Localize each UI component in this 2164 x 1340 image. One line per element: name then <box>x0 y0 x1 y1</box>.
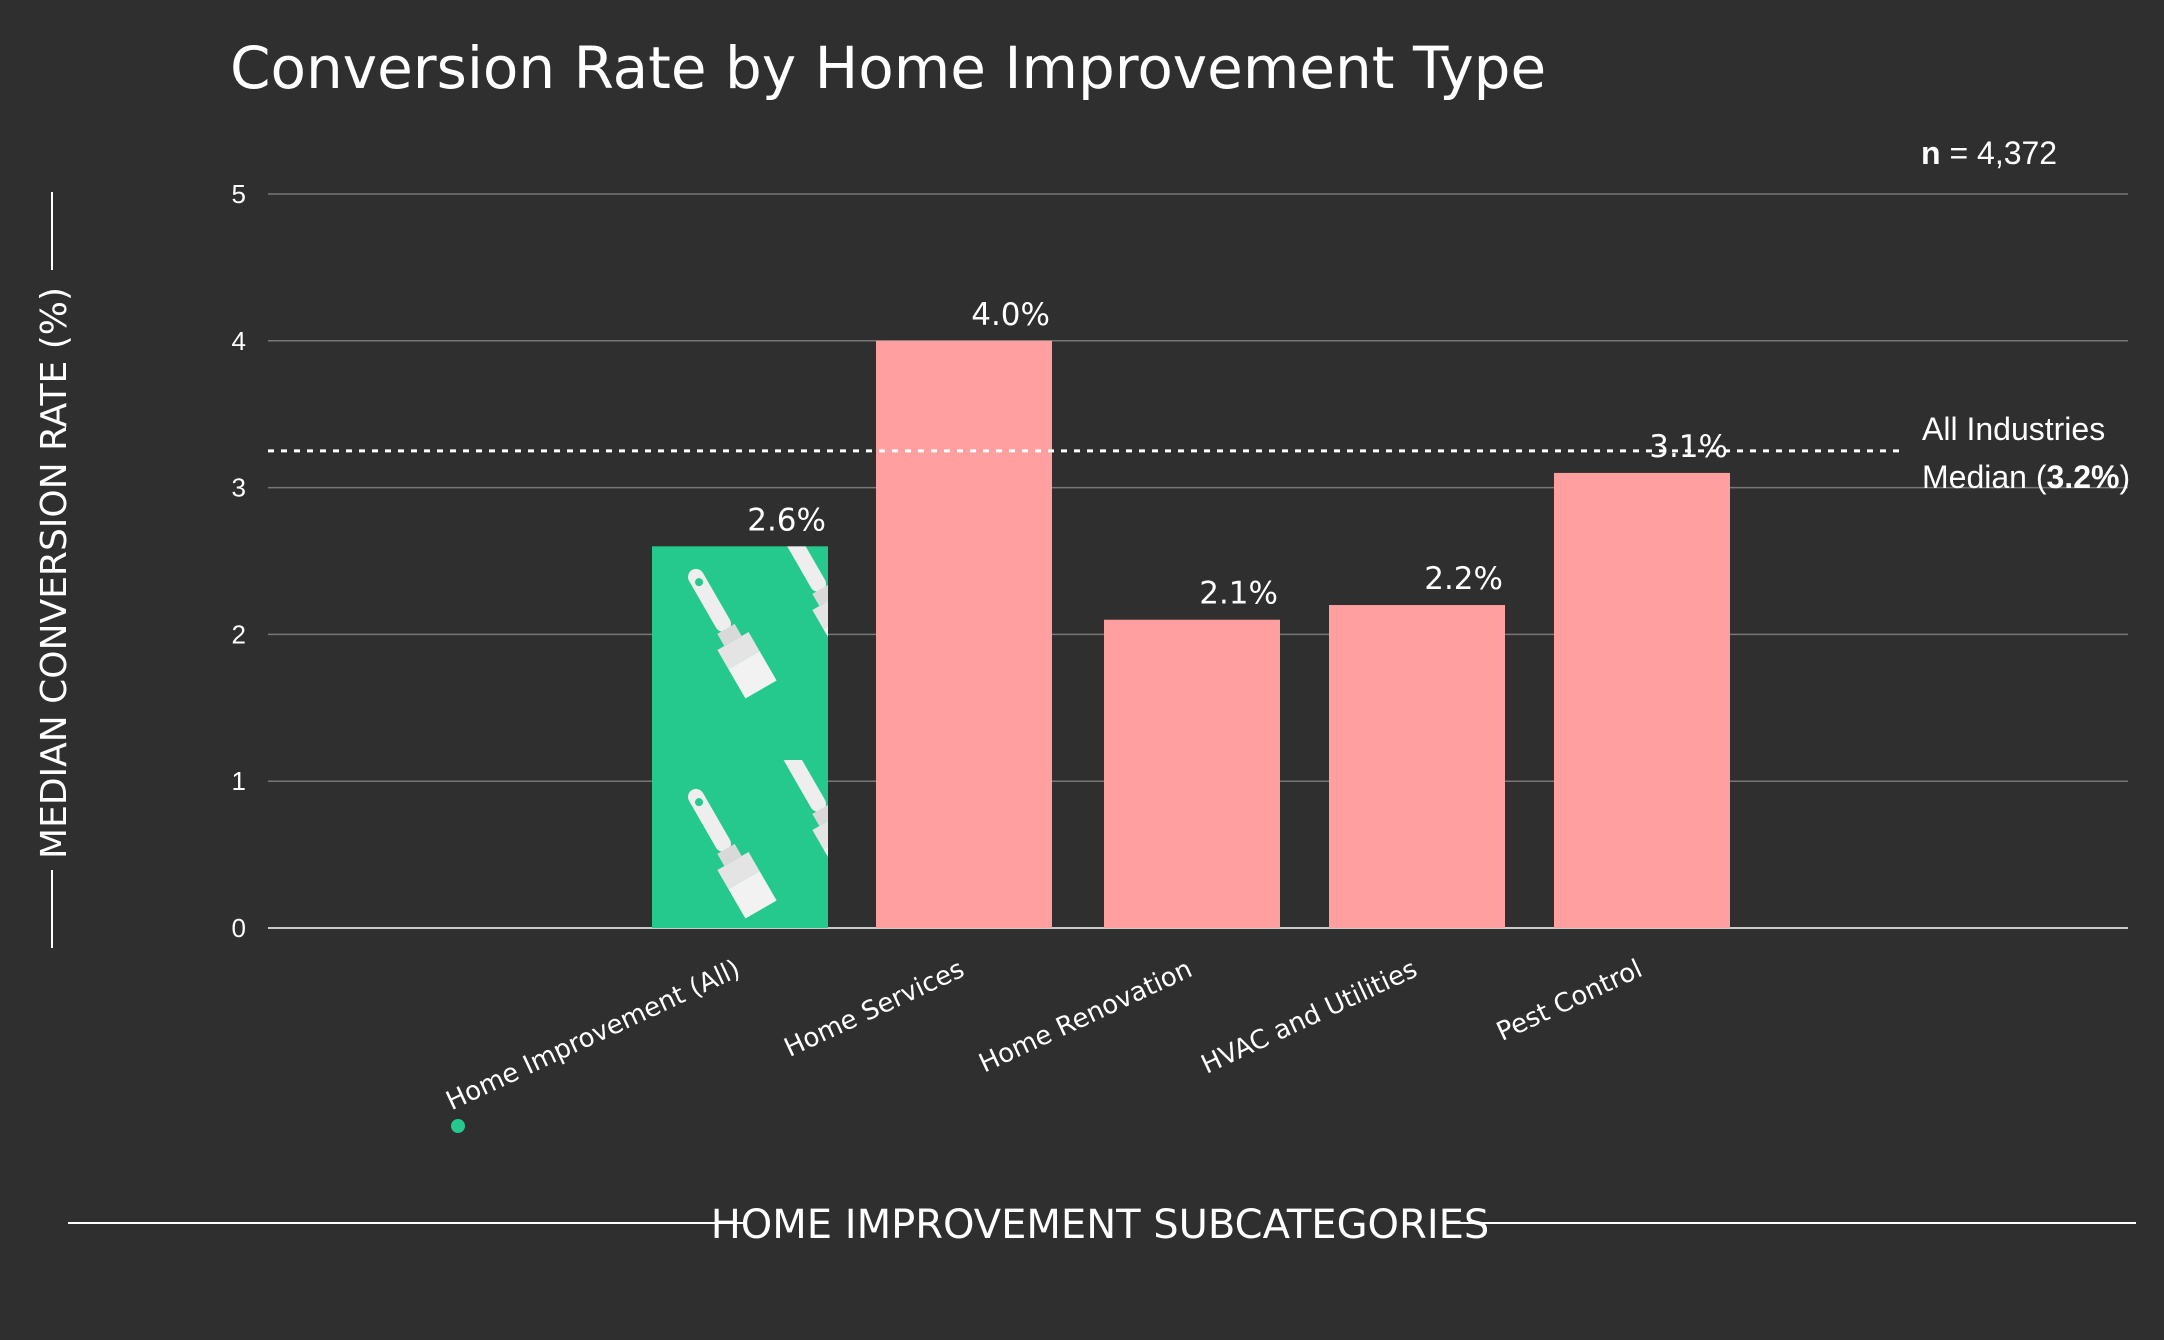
value-label: 4.0% <box>971 297 1050 333</box>
category-label: Home Services <box>780 954 969 1063</box>
y-tick-label: 4 <box>232 326 246 356</box>
value-label: 2.2% <box>1424 561 1503 597</box>
sample-size-value: = 4,372 <box>1941 135 2058 171</box>
bar <box>1104 619 1280 928</box>
sample-size-label: n <box>1921 135 1941 171</box>
value-label: 3.1% <box>1649 429 1728 465</box>
median-label-prefix: Median ( <box>1922 459 2047 495</box>
median-label-suffix: ) <box>2119 459 2130 495</box>
sample-size: n = 4,372 <box>1921 135 2057 171</box>
category-label: Pest Control <box>1492 954 1647 1047</box>
dot-marker-icon <box>451 1119 465 1133</box>
y-tick-label: 1 <box>232 766 246 796</box>
bar <box>1329 605 1505 928</box>
median-label-line2: Median (3.2%) <box>1922 459 2130 495</box>
value-label: 2.1% <box>1199 576 1278 612</box>
category-labels: Home Improvement (All) Home Services Home … <box>442 954 1647 1117</box>
y-tick-label: 0 <box>232 913 246 943</box>
bar-highlight <box>652 546 828 928</box>
bar <box>1554 472 1730 928</box>
median-label-value: 3.2% <box>2047 459 2120 495</box>
y-axis-ticks: 0 1 2 3 4 5 <box>232 179 246 943</box>
bar <box>876 340 1052 928</box>
category-label: Home Renovation <box>975 954 1197 1079</box>
x-axis-title: HOME IMPROVEMENT SUBCATEGORIES <box>711 1202 1490 1248</box>
value-label: 2.6% <box>747 502 826 538</box>
category-label: Home Improvement (All) <box>442 954 745 1117</box>
value-labels: 2.6% 4.0% 2.1% 2.2% 3.1% <box>747 297 1728 612</box>
y-tick-label: 2 <box>232 619 246 649</box>
median-label-line1: All Industries <box>1922 411 2105 447</box>
category-label: HVAC and Utilities <box>1197 954 1422 1080</box>
chart-title: Conversion Rate by Home Improvement Type <box>230 34 1546 102</box>
y-axis-title: MEDIAN CONVERSION RATE (%) <box>34 287 75 859</box>
y-tick-label: 3 <box>232 473 246 503</box>
bars <box>652 340 1730 928</box>
y-tick-label: 5 <box>232 179 246 209</box>
